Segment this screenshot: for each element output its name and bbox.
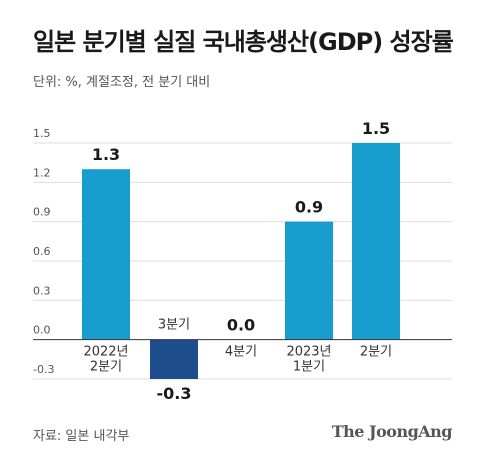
publisher-logo: The JoongAng <box>331 422 453 441</box>
y-tick-label: 0.0 <box>33 324 51 337</box>
bar-value-label: 1.5 <box>362 119 390 138</box>
bar-value-label: 0.0 <box>227 316 255 335</box>
bar <box>285 221 333 340</box>
category-label: 1분기 <box>293 360 325 375</box>
chart-title: 일본 분기별 실질 국내총생산(GDP) 성장률 <box>33 28 454 56</box>
bar <box>352 143 400 340</box>
bar-value-label: 0.9 <box>295 198 323 217</box>
category-label: 2023년 <box>286 345 331 360</box>
chart-subtitle: 단위: %, 계절조정, 전 분기 대비 <box>33 75 211 90</box>
category-label: 2분기 <box>90 360 122 375</box>
bar <box>82 169 130 340</box>
y-tick-label: 0.9 <box>33 206 51 219</box>
category-label: 4분기 <box>225 345 257 360</box>
y-tick-label: 1.2 <box>33 166 51 179</box>
y-tick-label: -0.3 <box>33 363 54 376</box>
category-label: 2022년 <box>83 345 128 360</box>
bar-value-label: 1.3 <box>92 145 120 164</box>
bar-value-label: -0.3 <box>157 384 192 403</box>
y-tick-label: 0.6 <box>33 245 51 258</box>
source-note: 자료: 일본 내각부 <box>33 429 130 444</box>
category-label: 3분기 <box>158 318 190 333</box>
y-tick-label: 1.5 <box>33 127 51 140</box>
bar <box>150 339 198 379</box>
category-label: 2분기 <box>360 345 392 360</box>
y-tick-label: 0.3 <box>33 284 51 297</box>
